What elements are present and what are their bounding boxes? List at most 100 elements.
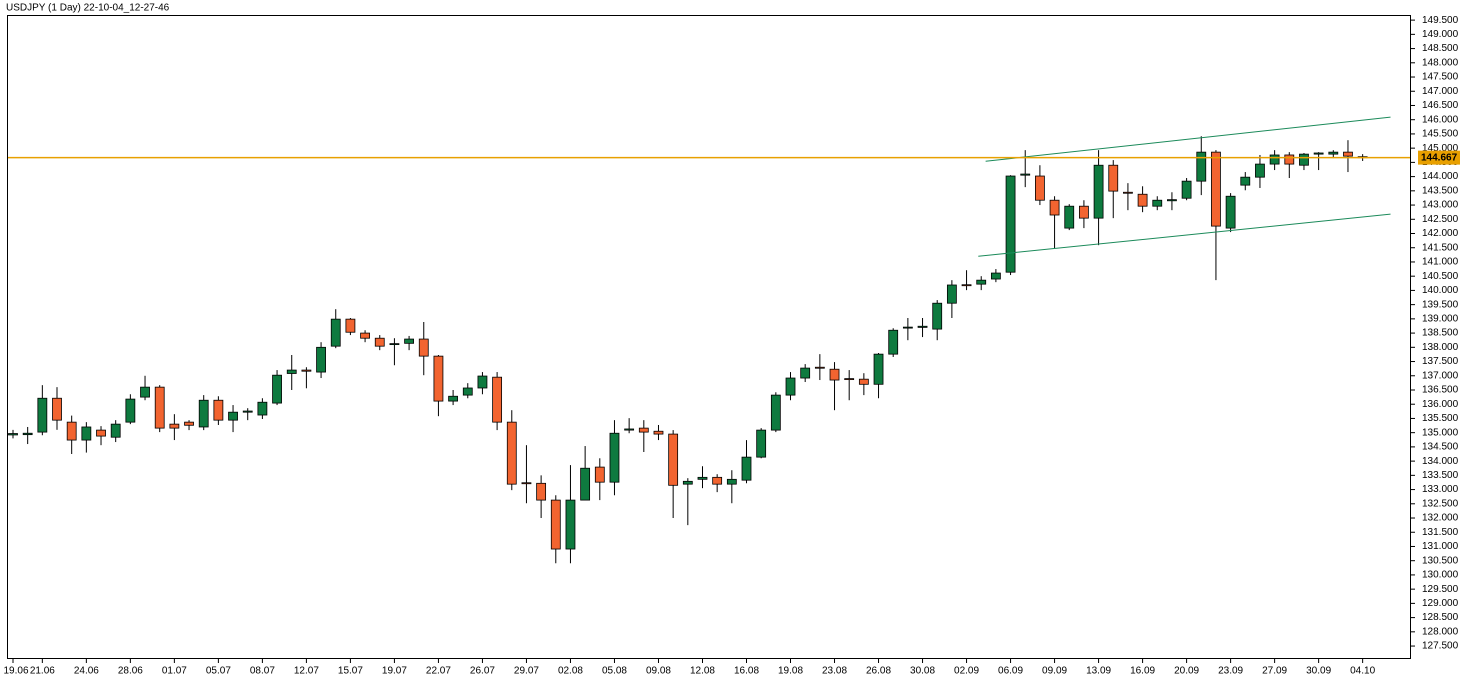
- candle-body: [8, 433, 18, 436]
- y-tick-label: 145.000: [1422, 143, 1459, 154]
- candle-body: [184, 421, 194, 426]
- x-tick-label: 26.07: [470, 666, 495, 677]
- y-tick-label: 135.000: [1422, 427, 1459, 438]
- y-tick-label: 138.500: [1422, 328, 1459, 339]
- candle-body: [316, 346, 326, 373]
- y-tick-label: 148.500: [1422, 43, 1459, 54]
- candle-body: [1343, 151, 1353, 157]
- y-tick-label: 130.000: [1422, 570, 1459, 581]
- candle-body: [96, 429, 106, 437]
- candle-body: [462, 387, 473, 396]
- candle-body: [1255, 163, 1265, 178]
- candle-body: [360, 332, 370, 339]
- x-tick-label: 05.07: [206, 666, 231, 677]
- x-tick-label: 19.06: [3, 666, 28, 677]
- y-tick-label: 149.500: [1422, 15, 1459, 26]
- x-tick-label: 16.09: [1130, 666, 1155, 677]
- candle-body: [726, 478, 737, 485]
- y-tick-label: 142.500: [1422, 214, 1459, 225]
- candle-body: [888, 329, 899, 355]
- x-tick-label: 05.08: [602, 666, 627, 677]
- candle-body: [638, 427, 649, 433]
- candle-body: [198, 399, 209, 428]
- y-tick-label: 132.500: [1422, 498, 1459, 509]
- y-tick-label: 127.500: [1422, 641, 1459, 652]
- x-tick-label: 26.08: [866, 666, 891, 677]
- candle-body: [961, 284, 972, 287]
- chart-title: USDJPY (1 Day) 22-10-04_12-27-46: [6, 3, 170, 14]
- y-tick-label: 129.000: [1422, 598, 1459, 609]
- candle-body: [902, 326, 913, 329]
- candle-body: [242, 410, 253, 413]
- y-tick-label: 139.500: [1422, 299, 1459, 310]
- candle-body: [1152, 199, 1163, 207]
- y-tick-label: 133.500: [1422, 470, 1459, 481]
- y-tick-label: 132.000: [1422, 513, 1459, 524]
- candle-body: [1137, 193, 1148, 207]
- candle-body: [1108, 164, 1119, 192]
- candle-body: [345, 318, 356, 333]
- y-tick-label: 136.500: [1422, 385, 1459, 396]
- y-tick-label: 143.500: [1422, 185, 1459, 196]
- x-tick-label: 13.09: [1086, 666, 1111, 677]
- x-tick-label: 06.09: [998, 666, 1023, 677]
- candle-body: [81, 426, 92, 441]
- candle-body: [506, 421, 517, 485]
- y-tick-label: 140.000: [1422, 285, 1459, 296]
- x-tick-label: 12.08: [690, 666, 715, 677]
- x-tick-label: 30.09: [1306, 666, 1331, 677]
- y-tick-label: 143.000: [1422, 200, 1459, 211]
- candle-body: [829, 368, 840, 381]
- x-tick-label: 27.09: [1262, 666, 1287, 677]
- plot-frame: [7, 15, 1411, 659]
- candle-body: [272, 374, 282, 404]
- y-tick-label: 141.500: [1422, 242, 1459, 253]
- candle-body: [580, 467, 591, 501]
- candle-body: [1167, 199, 1177, 202]
- candle-body: [1328, 151, 1339, 155]
- candle-body: [624, 428, 635, 431]
- candle-body: [800, 367, 811, 379]
- candle-body: [374, 337, 385, 347]
- candle-body: [1005, 175, 1016, 273]
- y-tick-label: 128.500: [1422, 612, 1459, 623]
- candle-body: [1269, 154, 1280, 165]
- y-tick-label: 134.000: [1422, 456, 1459, 467]
- candle-body: [990, 272, 1001, 280]
- candle-body: [1284, 154, 1295, 165]
- y-tick-label: 144.000: [1422, 171, 1459, 182]
- candle-body: [1181, 180, 1192, 199]
- y-tick-label: 130.500: [1422, 555, 1459, 566]
- candle-body: [477, 375, 488, 389]
- candle-body: [1020, 173, 1031, 176]
- candle-body: [756, 429, 767, 458]
- candle-body: [712, 476, 723, 485]
- y-tick-label: 141.000: [1422, 257, 1459, 268]
- y-tick-label: 131.000: [1422, 541, 1459, 552]
- x-tick-label: 02.08: [558, 666, 583, 677]
- candle-body: [609, 432, 620, 483]
- candle-body: [814, 366, 825, 369]
- y-tick-label: 138.000: [1422, 342, 1459, 353]
- candle-body: [536, 482, 547, 501]
- y-tick-label: 148.000: [1422, 57, 1459, 68]
- x-tick-label: 28.06: [118, 666, 143, 677]
- candle-body: [917, 325, 928, 328]
- candle-body: [125, 398, 136, 423]
- x-tick-label: 15.07: [338, 666, 363, 677]
- y-tick-label: 146.500: [1422, 100, 1459, 111]
- candle-body: [169, 423, 180, 429]
- x-tick-label: 02.09: [954, 666, 979, 677]
- candle-body: [1240, 176, 1251, 186]
- candle-body: [844, 378, 855, 381]
- candle-body: [433, 355, 444, 402]
- candle-body: [668, 433, 679, 486]
- x-tick-label: 19.08: [778, 666, 803, 677]
- y-tick-label: 137.500: [1422, 356, 1459, 367]
- candle-body: [286, 369, 297, 374]
- candle-body: [594, 466, 605, 483]
- candle-body: [653, 430, 664, 435]
- candle-body: [770, 394, 781, 431]
- candle-body: [697, 476, 708, 480]
